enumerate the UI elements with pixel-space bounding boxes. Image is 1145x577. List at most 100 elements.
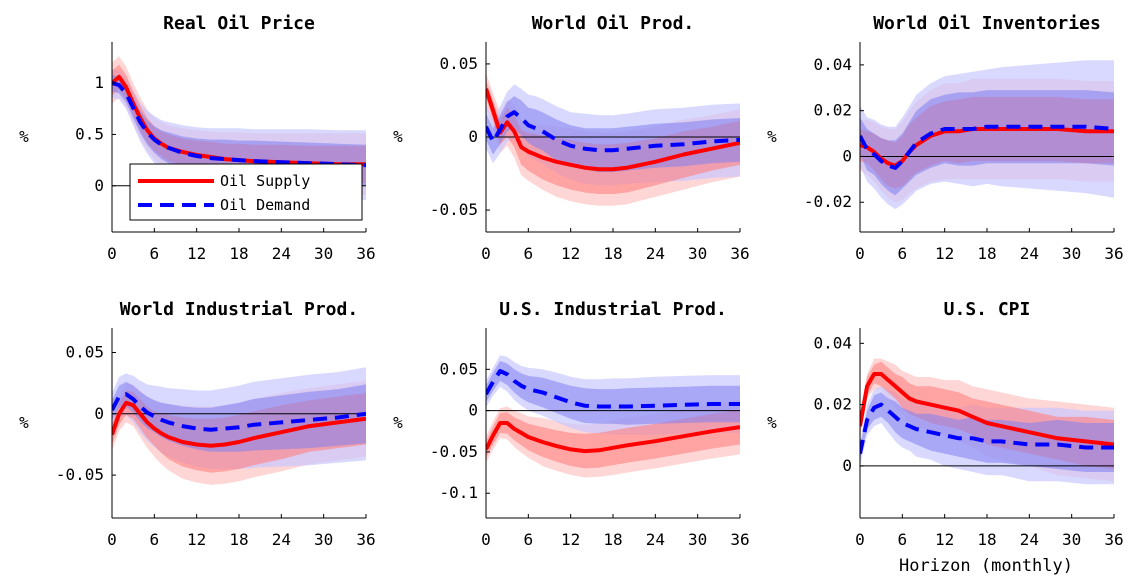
line-oil-demand — [860, 402, 1114, 455]
panel-title: World Oil Inventories — [873, 13, 1101, 34]
y-tick-label: 0.02 — [813, 395, 852, 414]
band-inner-oil-demand — [486, 96, 740, 173]
x-tick-label: 36 — [1104, 244, 1123, 263]
line-oil-demand — [112, 392, 366, 432]
panel-title: Real Oil Price — [163, 13, 315, 34]
x-tick-label: 6 — [898, 244, 908, 263]
x-tick-label: 24 — [272, 244, 291, 263]
y-tick-label: 0 — [468, 127, 478, 146]
panel-world-oil-inventories: 0 6 12 18 24 30 36 -0.02 0 0.02 0.04 World Oil Inve… — [767, 13, 1123, 263]
y-tick-label: 0 — [468, 401, 478, 420]
panel-u-s-industrial-prod: 0 6 12 18 24 30 36 -0.1 -0.05 0 0.05 U.S. Industria… — [393, 299, 749, 549]
x-tick-label: 12 — [935, 530, 954, 549]
y-tick-label: 0 — [94, 404, 104, 423]
y-unit-label: % — [767, 127, 777, 146]
x-tick-label: 0 — [107, 530, 117, 549]
plot-area — [486, 72, 740, 206]
y-tick-label: 0.5 — [75, 124, 104, 143]
y-tick-label: -0.05 — [56, 465, 104, 484]
line-oil-supply — [486, 421, 740, 454]
line-oil-supply — [486, 88, 740, 172]
x-tick-label: 30 — [1062, 530, 1081, 549]
x-tick-label: 12 — [561, 244, 580, 263]
plot-area — [112, 367, 366, 485]
x-tick-label: 12 — [187, 530, 206, 549]
y-tick-label: 1 — [94, 73, 104, 92]
x-tick-label: 18 — [977, 244, 996, 263]
y-tick-label: 0.05 — [439, 359, 478, 378]
y-tick-label: 0.04 — [813, 333, 852, 352]
x-tick-label: 30 — [1062, 244, 1081, 263]
panel-title: U.S. Industrial Prod. — [499, 299, 727, 320]
x-tick-label: 30 — [688, 530, 707, 549]
y-unit-label: % — [767, 413, 777, 432]
line-oil-demand — [112, 81, 366, 168]
line-oil-demand — [486, 110, 740, 153]
x-tick-label: 0 — [481, 530, 491, 549]
panel-title: World Industrial Prod. — [120, 299, 358, 320]
y-tick-label: 0 — [94, 176, 104, 195]
panel-world-industrial-prod: 0 6 12 18 24 30 36 -0.05 0 0.05 World Industrial P… — [19, 299, 375, 549]
x-tick-label: 6 — [898, 530, 908, 549]
band-inner-oil-demand — [112, 381, 366, 452]
plot-area — [860, 358, 1114, 485]
x-tick-label: 24 — [272, 530, 291, 549]
x-tick-label: 18 — [229, 530, 248, 549]
x-tick-label: 12 — [187, 244, 206, 263]
line-oil-supply — [112, 400, 366, 448]
x-tick-label: 30 — [314, 530, 333, 549]
x-tick-label: 18 — [229, 244, 248, 263]
x-tick-label: 18 — [977, 530, 996, 549]
y-tick-label: -0.05 — [430, 442, 478, 461]
y-tick-label: 0 — [842, 146, 852, 165]
x-tick-label: 6 — [524, 244, 534, 263]
y-tick-label: 0.05 — [439, 54, 478, 73]
x-tick-label: 0 — [855, 530, 865, 549]
x-axis-label: Horizon (monthly) — [899, 556, 1073, 576]
panel-real-oil-price: 0 6 12 18 24 30 36 0 0.5 1 Real Oil Price% — [19, 13, 375, 263]
x-tick-label: 24 — [646, 530, 665, 549]
panel-title: World Oil Prod. — [532, 13, 695, 34]
band-inner-oil-demand — [112, 74, 366, 186]
x-tick-label: 6 — [150, 530, 160, 549]
panels: 0 6 12 18 24 30 36 0 0.5 1 Real Oil Price% 0 6 12 18 24… — [19, 13, 1123, 549]
panel-title: U.S. CPI — [944, 299, 1031, 320]
x-tick-label: 36 — [356, 244, 375, 263]
line-oil-supply — [860, 372, 1114, 447]
panel-world-oil-prod: 0 6 12 18 24 30 36 -0.05 0 0.05 World Oil Prod.% — [393, 13, 749, 263]
y-tick-label: 0.05 — [65, 343, 104, 362]
y-tick-label: 0 — [842, 456, 852, 475]
x-tick-label: 30 — [314, 244, 333, 263]
y-tick-label: -0.02 — [804, 192, 852, 211]
x-tick-label: 0 — [107, 244, 117, 263]
y-tick-label: 0.02 — [813, 101, 852, 120]
line-oil-demand — [486, 369, 740, 409]
y-tick-label: 0.04 — [813, 55, 852, 74]
band-inner-oil-demand — [860, 392, 1114, 472]
y-tick-label: -0.1 — [439, 483, 478, 502]
y-unit-label: % — [19, 127, 29, 146]
plot-area — [486, 355, 740, 478]
legend-label-oil-supply: Oil Supply — [220, 172, 310, 190]
y-tick-label: -0.05 — [430, 200, 478, 219]
y-unit-label: % — [393, 413, 403, 432]
x-tick-label: 30 — [688, 244, 707, 263]
panel-u-s-cpi: 0 6 12 18 24 30 36 0 0.02 0.04 U.S. CPI% — [767, 299, 1123, 549]
x-tick-label: 18 — [603, 244, 622, 263]
band-inner-oil-demand — [860, 90, 1114, 196]
x-tick-label: 36 — [1104, 530, 1123, 549]
y-unit-label: % — [393, 127, 403, 146]
line-oil-demand — [860, 124, 1114, 170]
x-tick-label: 24 — [1020, 244, 1039, 263]
x-tick-label: 12 — [561, 530, 580, 549]
x-tick-label: 0 — [855, 244, 865, 263]
x-tick-label: 36 — [356, 530, 375, 549]
x-tick-label: 6 — [150, 244, 160, 263]
x-tick-label: 24 — [1020, 530, 1039, 549]
band-inner-oil-supply — [486, 409, 740, 469]
x-tick-label: 6 — [524, 530, 534, 549]
legend-label-oil-demand: Oil Demand — [220, 196, 310, 214]
x-tick-label: 36 — [730, 530, 749, 549]
